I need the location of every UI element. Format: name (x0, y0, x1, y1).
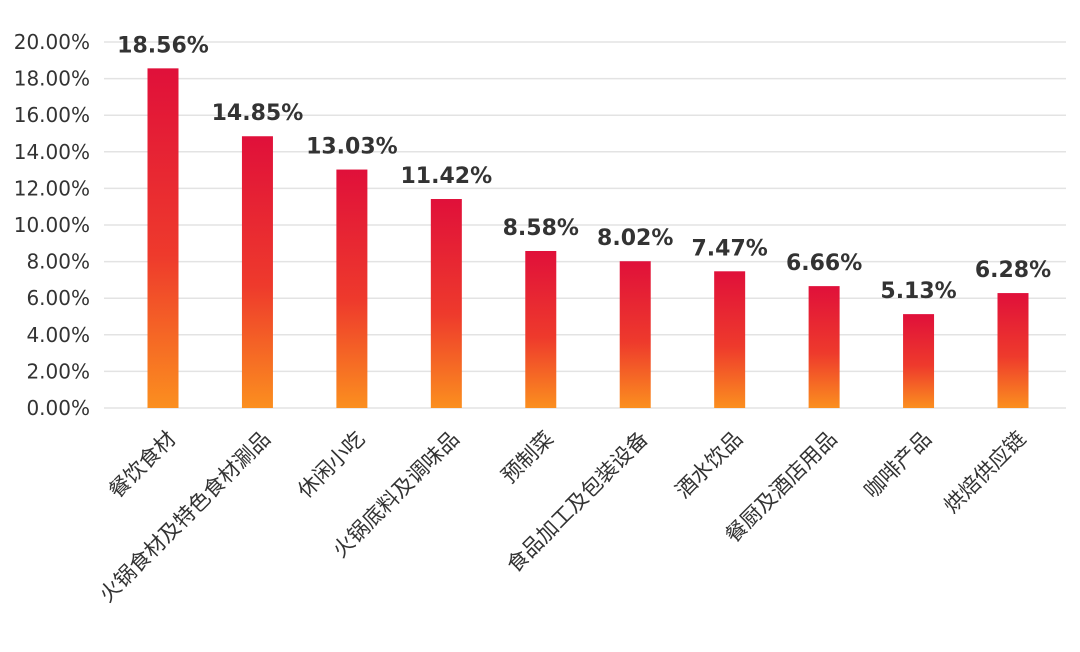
data-label: 18.56% (117, 33, 209, 58)
bar (525, 250, 557, 408)
y-tick-label: 4.00% (26, 323, 90, 347)
data-label: 6.28% (975, 258, 1051, 283)
y-tick-label: 16.00% (14, 103, 90, 127)
category-label: 酒水饮品 (671, 427, 747, 503)
bar (619, 261, 651, 408)
y-tick-label: 8.00% (26, 250, 90, 274)
data-label: 6.66% (786, 251, 862, 276)
data-label: 8.58% (503, 216, 579, 241)
bar (336, 169, 368, 408)
category-label: 咖啡产品 (860, 427, 936, 503)
bar (430, 199, 462, 408)
x-axis-categories: 餐饮食材火锅食材及特色食材涮品 休闲小吃火锅底料及调味品 预制菜食品加工及包装设备酒… (95, 427, 1031, 607)
category-label: 预制菜 (497, 427, 559, 489)
y-tick-label: 6.00% (26, 286, 90, 310)
y-tick-label: 0.00% (26, 396, 90, 420)
data-labels: 18.56% 14.85%13.03%11.42% 8.58% 8.02% 7.47% 6… (117, 33, 1051, 304)
bar (808, 286, 840, 408)
bar (903, 314, 935, 408)
y-tick-label: 18.00% (14, 67, 90, 91)
data-label: 14.85% (212, 101, 304, 126)
bar (147, 68, 179, 409)
bar (714, 271, 746, 408)
category-label: 休闲小吃 (293, 427, 369, 503)
y-tick-label: 14.00% (14, 140, 90, 164)
data-label: 7.47% (692, 236, 768, 261)
y-tick-label: 2.00% (26, 359, 90, 383)
category-label: 烘焙供应链 (939, 427, 1030, 518)
data-label: 8.02% (597, 226, 673, 251)
data-label: 11.42% (401, 164, 493, 189)
category-label: 火锅食材及特色食材涮品 (95, 427, 275, 607)
bar (997, 293, 1029, 408)
data-label: 13.03% (306, 135, 398, 160)
category-label: 餐饮食材 (104, 427, 180, 503)
bars (147, 68, 1029, 409)
y-tick-label: 12.00% (14, 176, 90, 200)
y-tick-label: 20.00% (14, 30, 90, 54)
bar (241, 136, 273, 408)
data-label: 5.13% (880, 279, 956, 304)
y-tick-label: 10.00% (14, 213, 90, 237)
y-axis-ticks: 0.00% 2.00% 4.00% 6.00% 8.00% 10.00% 12.00% 14.… (14, 30, 90, 420)
